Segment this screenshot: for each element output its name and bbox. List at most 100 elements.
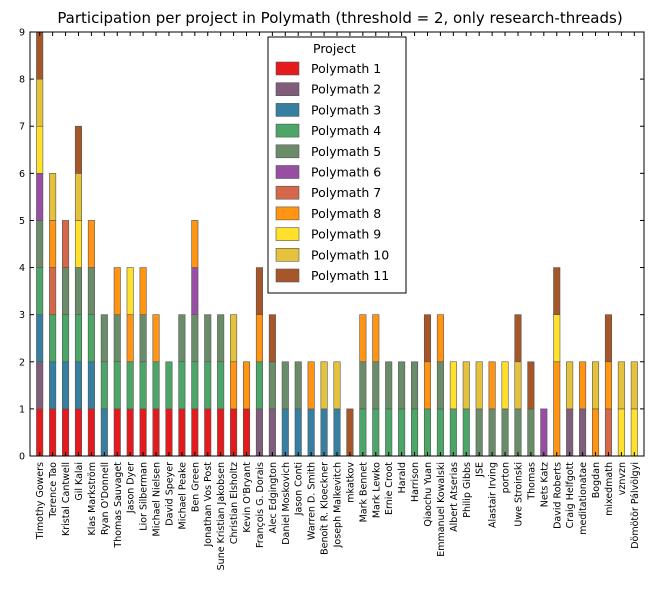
bar-segment-2-41 <box>566 408 574 457</box>
bar-segment-4-30 <box>423 408 432 457</box>
bar-segment-4-1 <box>49 314 57 363</box>
bar-segment-9-3 <box>74 220 82 268</box>
x-tick-label: JSE <box>475 462 486 478</box>
bar-segment-4-8 <box>139 361 147 410</box>
bar-segment-10-23 <box>333 361 341 410</box>
bar-segment-1-15 <box>230 408 238 457</box>
x-tick-label: Harrison <box>410 462 421 502</box>
bar-segment-5-36 <box>501 408 509 457</box>
x-tick-label: Alec Edgington <box>268 462 279 534</box>
bar-segment-3-23 <box>333 408 341 457</box>
x-tick-label: Gil Kalai <box>74 462 85 501</box>
bar-segment-8-17 <box>255 314 263 363</box>
bar-segment-4-12 <box>191 361 199 410</box>
bar-segment-8-40 <box>553 361 561 457</box>
bar-segment-5-28 <box>398 361 406 410</box>
x-tick-label: meditationatae <box>578 462 589 535</box>
bar-segment-5-6 <box>113 314 121 363</box>
legend-swatch-8 <box>275 206 300 221</box>
bar-segment-3-22 <box>320 408 328 457</box>
bar-segment-10-22 <box>320 361 328 410</box>
x-tick-label: vznvzn <box>617 462 628 495</box>
bar-segment-5-3 <box>74 267 82 315</box>
bar-segment-5-25 <box>359 361 367 410</box>
bar-segment-5-19 <box>281 361 289 410</box>
x-tick-label: Mark Bennet <box>358 462 369 523</box>
bar-segment-3-20 <box>294 408 302 457</box>
bar-segment-9-45 <box>617 408 625 457</box>
bar-segment-1-1 <box>49 408 57 457</box>
x-tick-label: Sune Kristian Jakobsen <box>216 462 227 570</box>
bar-segment-8-44 <box>604 361 612 410</box>
x-tick-label: porton <box>501 462 512 493</box>
x-tick-label: Ryan O'Donnell <box>100 462 111 535</box>
bar-segment-10-33 <box>462 361 470 410</box>
x-tick-label: Terence Tao <box>48 462 59 519</box>
legend-swatch-4 <box>275 123 300 138</box>
bar-segment-8-26 <box>372 314 380 363</box>
y-tick-label: 8 <box>19 75 25 86</box>
bar-segment-2-42 <box>579 408 587 457</box>
legend-swatch-3 <box>275 103 300 117</box>
x-tick-label: Lior Silberman <box>139 462 150 531</box>
bar-segment-1-0 <box>36 408 44 457</box>
bar-segment-4-32 <box>449 408 457 457</box>
bar-segment-4-33 <box>462 408 470 457</box>
x-tick-label: Thomas <box>526 462 537 501</box>
y-tick-label: 0 <box>19 452 25 463</box>
chart-title: Participation per project in Polymath (t… <box>57 9 622 27</box>
x-tick-label: Kevin O'Bryant <box>242 462 253 533</box>
bar-segment-4-9 <box>152 361 160 410</box>
bar-segment-2-18 <box>268 408 276 457</box>
bar-segment-10-37 <box>514 361 522 410</box>
bar-segment-9-36 <box>501 361 509 410</box>
x-tick-label: Benoît R. Kloeckner <box>320 462 331 555</box>
y-tick-label: 5 <box>19 216 25 227</box>
x-tick-label: Joseph Malkevitch <box>333 462 344 548</box>
legend-label-1: Polymath 1 <box>311 61 381 76</box>
x-tick-label: Ben Green <box>190 462 201 512</box>
bar-segment-10-0 <box>36 78 44 127</box>
bar-segment-3-21 <box>307 408 315 457</box>
x-tick-label: Kristal Cantwell <box>61 462 72 536</box>
bar-segment-1-3 <box>74 408 82 457</box>
legend-title: Project <box>313 41 356 56</box>
bar-segment-4-2 <box>62 314 70 363</box>
bar-segment-11-0 <box>36 31 44 80</box>
bar-segment-7-2 <box>62 220 70 268</box>
legend-label-2: Polymath 2 <box>311 82 381 97</box>
bars-layer <box>36 31 638 457</box>
x-tick-label: David Roberts <box>552 462 563 529</box>
x-tick-label: Jonathan Vos Post <box>203 462 214 548</box>
x-tick-label: Mark Lewko <box>371 462 382 518</box>
x-tick-label: mkatkov <box>345 462 356 503</box>
bar-segment-8-42 <box>579 361 587 410</box>
bar-segment-9-46 <box>630 408 638 457</box>
bar-segment-3-0 <box>36 314 44 363</box>
bar-segment-5-34 <box>475 408 483 457</box>
legend-label-6: Polymath 6 <box>311 165 381 180</box>
bar-segment-7-1 <box>49 267 57 315</box>
bar-segment-5-14 <box>217 314 225 363</box>
legend-label-3: Polymath 3 <box>311 102 381 117</box>
legend-swatch-5 <box>275 144 300 159</box>
bar-segment-8-35 <box>488 361 496 410</box>
bar-segment-5-26 <box>372 361 380 410</box>
bar-segment-3-3 <box>74 361 82 410</box>
bar-segment-9-7 <box>126 267 134 315</box>
x-tick-label: Michael Nielsen <box>152 462 163 536</box>
x-tick-label: David Speyer <box>164 462 175 526</box>
bar-segment-4-5 <box>100 361 108 410</box>
bar-segment-1-14 <box>217 408 225 457</box>
bar-segment-4-4 <box>87 314 95 363</box>
bar-segment-5-12 <box>191 314 199 363</box>
bar-segment-5-37 <box>514 408 522 457</box>
legend-label-11: Polymath 11 <box>311 268 389 283</box>
bar-segment-1-6 <box>113 408 121 457</box>
bar-segment-4-10 <box>165 361 173 410</box>
y-tick-label: 7 <box>19 122 25 133</box>
legend-swatch-7 <box>275 185 300 200</box>
bar-segment-11-30 <box>423 314 432 363</box>
bar-segment-10-45 <box>617 361 625 410</box>
bar-segment-5-8 <box>139 314 147 363</box>
